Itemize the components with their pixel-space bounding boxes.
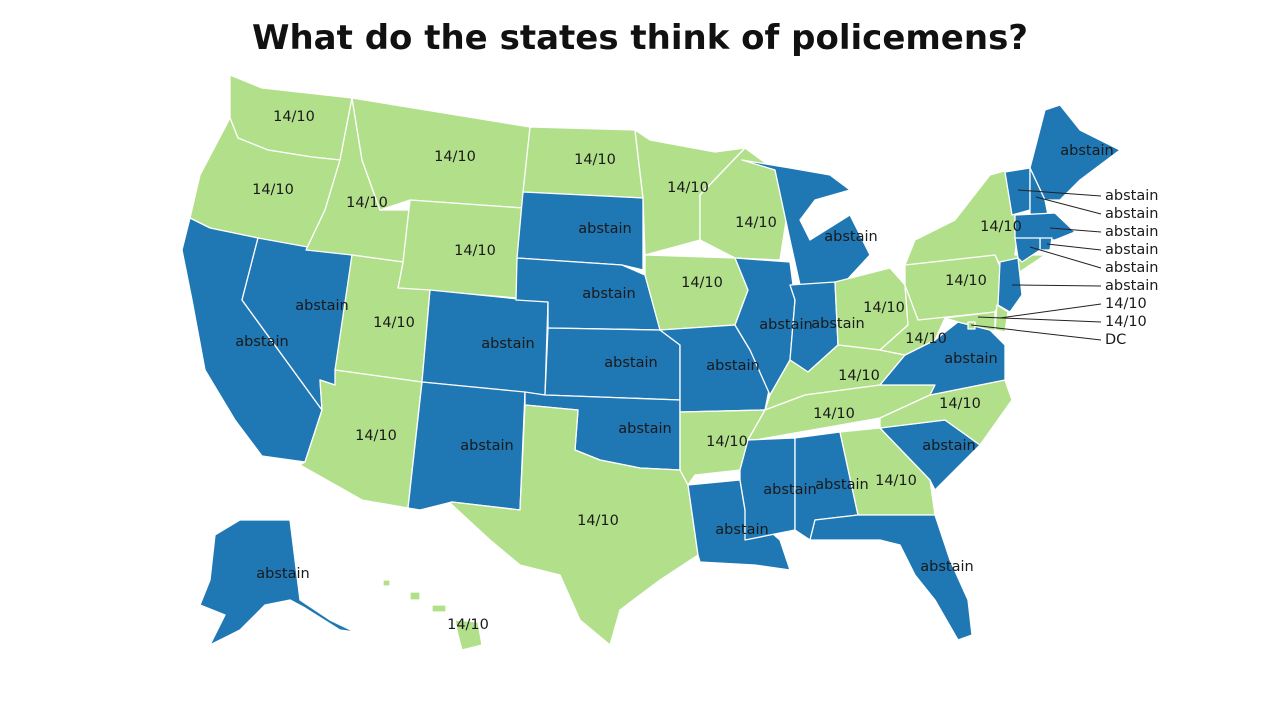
state-label-nd: 14/10 — [574, 152, 616, 168]
state-label-id: 14/10 — [346, 195, 388, 211]
state-mi — [741, 159, 871, 286]
state-label-oh: 14/10 — [863, 300, 905, 316]
state-label-co: abstain — [481, 336, 534, 352]
callout-label-dc: DC — [1105, 332, 1126, 348]
callout-label-ma: abstain — [1105, 224, 1158, 240]
callout-label-md: 14/10 — [1105, 314, 1147, 330]
callout-label-vt: abstain — [1105, 188, 1158, 204]
state-ia — [644, 254, 749, 331]
state-label-me: abstain — [1060, 143, 1113, 159]
state-label-ky: 14/10 — [838, 368, 880, 384]
state-label-ms: abstain — [763, 482, 816, 498]
state-label-pa: 14/10 — [945, 273, 987, 289]
state-me — [1029, 104, 1121, 201]
state-wi — [699, 147, 791, 261]
state-ma — [1014, 212, 1076, 241]
state-label-nc: 14/10 — [939, 396, 981, 412]
callout-leader-nj — [1011, 284, 1102, 287]
state-label-mn: 14/10 — [667, 180, 709, 196]
callout-leader-ct — [1029, 246, 1102, 269]
state-label-wi: 14/10 — [735, 215, 777, 231]
callout-label-ct: abstain — [1105, 260, 1158, 276]
callout-label-de: 14/10 — [1105, 296, 1147, 312]
state-label-al: abstain — [815, 477, 868, 493]
state-label-mt: 14/10 — [434, 149, 476, 165]
callout-label-nh: abstain — [1105, 206, 1158, 222]
callout-leader-md — [977, 316, 1102, 323]
state-label-il: abstain — [759, 317, 812, 333]
state-ga — [839, 427, 936, 516]
state-label-ar: 14/10 — [706, 434, 748, 450]
callout-label-ri: abstain — [1105, 242, 1158, 258]
state-label-ia: 14/10 — [681, 275, 723, 291]
state-sd — [516, 191, 644, 271]
callout-leader-dc — [970, 324, 1102, 341]
state-label-la: abstain — [715, 522, 768, 538]
state-label-va: abstain — [944, 351, 997, 367]
callout-leader-de — [999, 303, 1102, 319]
callout-leader-vt — [1017, 189, 1102, 197]
state-label-ut: 14/10 — [373, 315, 415, 331]
state-label-ok: abstain — [618, 421, 671, 437]
state-label-wa: 14/10 — [273, 109, 315, 125]
state-label-ne: abstain — [582, 286, 635, 302]
callout-label-nj: abstain — [1105, 278, 1158, 294]
callout-leader-nh — [1035, 196, 1102, 215]
state-label-tx: 14/10 — [577, 513, 619, 529]
state-label-wy: 14/10 — [454, 243, 496, 259]
state-label-in: abstain — [811, 316, 864, 332]
callout-leader-ma — [1049, 227, 1102, 233]
state-label-mi: abstain — [824, 229, 877, 245]
state-label-wv: 14/10 — [905, 331, 947, 347]
state-label-ny: 14/10 — [980, 219, 1022, 235]
state-label-ak: abstain — [256, 566, 309, 582]
state-hi — [382, 579, 483, 651]
state-label-ga: 14/10 — [875, 473, 917, 489]
state-ct — [1014, 237, 1041, 263]
state-label-mo: abstain — [706, 358, 759, 374]
callout-leader-ri — [1046, 243, 1102, 251]
map-title: What do the states think of policemens? — [251, 18, 1029, 58]
state-label-nm: abstain — [460, 438, 513, 454]
state-ak — [199, 519, 356, 646]
state-label-sd: abstain — [578, 221, 631, 237]
state-label-fl: abstain — [920, 559, 973, 575]
state-label-hi: 14/10 — [447, 617, 489, 633]
state-ca — [181, 217, 323, 463]
state-label-ca: abstain — [235, 334, 288, 350]
state-label-sc: abstain — [922, 438, 975, 454]
state-label-or: 14/10 — [252, 182, 294, 198]
state-label-tn: 14/10 — [813, 406, 855, 422]
state-nj — [997, 257, 1023, 313]
state-tx — [449, 404, 699, 646]
state-label-nv: abstain — [295, 298, 348, 314]
state-label-az: 14/10 — [355, 428, 397, 444]
state-fl — [809, 514, 973, 641]
state-label-ks: abstain — [604, 355, 657, 371]
